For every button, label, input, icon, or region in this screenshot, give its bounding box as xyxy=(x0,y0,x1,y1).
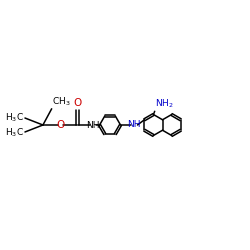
Text: H$_3$C: H$_3$C xyxy=(5,126,24,139)
Text: NH: NH xyxy=(86,121,100,130)
Text: CH$_3$: CH$_3$ xyxy=(52,95,71,108)
Text: H$_3$C: H$_3$C xyxy=(5,111,24,124)
Text: O: O xyxy=(73,98,82,108)
Text: NH$_2$: NH$_2$ xyxy=(155,97,173,110)
Text: NH: NH xyxy=(128,120,141,129)
Text: O: O xyxy=(56,120,64,130)
